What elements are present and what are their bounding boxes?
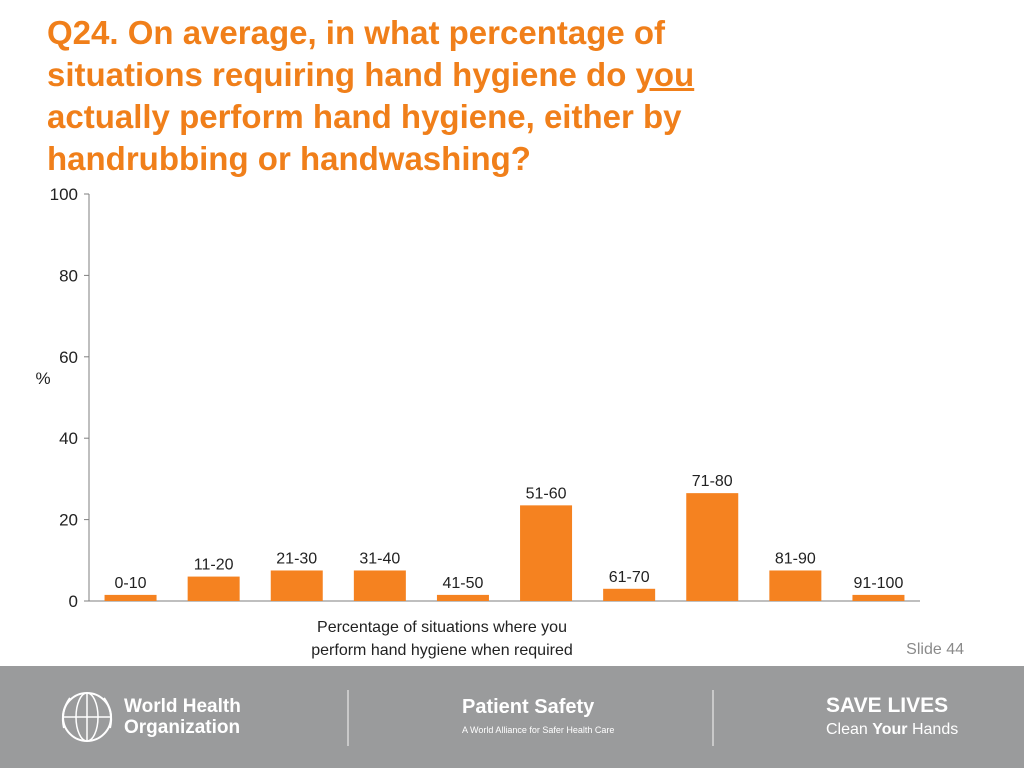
patient-safety-title: Patient Safety (462, 696, 595, 718)
bar (353, 570, 406, 601)
y-tick-label: 80 (59, 266, 78, 285)
footer-divider (347, 690, 349, 746)
bar-data-label: 61-70 (609, 569, 650, 586)
y-tick-label: 40 (59, 429, 78, 448)
bar (769, 570, 822, 601)
bar-data-label: 31-40 (359, 550, 400, 567)
title-line-2: situations requiring hand hygiene do you (47, 54, 947, 96)
who-name-line-2: Organization (124, 717, 241, 738)
y-tick-label: 100 (50, 185, 78, 204)
y-tick-label: 0 (69, 592, 78, 611)
title-line-1: Q24. On average, in what percentage of (47, 14, 666, 51)
bar-data-label: 51-60 (526, 485, 567, 502)
title-line-4: handrubbing or handwashing? (47, 140, 531, 177)
save-lives-sub-a: Clean (826, 721, 873, 738)
footer-divider (712, 690, 714, 746)
y-tick-label: 20 (59, 511, 78, 530)
y-axis-label: % (35, 369, 50, 388)
bar-data-label: 71-80 (692, 473, 733, 490)
who-name: World Health Organization (124, 696, 241, 738)
patient-safety-block: Patient Safety A World Alliance for Safe… (462, 696, 614, 735)
x-axis-label: perform hand hygiene when required (311, 642, 573, 659)
bar (520, 505, 573, 601)
x-axis-label: Percentage of situations where you (317, 619, 567, 636)
title-line-3: actually perform hand hygiene, either by (47, 98, 682, 135)
bar (104, 594, 157, 601)
bar (686, 493, 739, 601)
slide-number: Slide 44 (906, 641, 964, 658)
save-lives-sub-c: Hands (907, 721, 959, 738)
bar-data-label: 21-30 (276, 550, 317, 567)
who-emblem-icon (61, 692, 113, 742)
page-title: Q24. On average, in what percentage of s… (47, 12, 947, 180)
patient-safety-subtitle: A World Alliance for Safer Health Care (462, 725, 615, 735)
bar-data-label: 81-90 (775, 550, 816, 567)
bar-data-label: 41-50 (442, 575, 483, 592)
save-lives-title: SAVE LIVES (826, 694, 949, 717)
title-line-2-text: situations requiring hand hygiene do (47, 56, 636, 93)
bar (603, 588, 656, 601)
footer-banner: World Health Organization Patient Safety… (0, 666, 1024, 768)
save-lives-block: SAVE LIVES Clean Your Hands (826, 694, 958, 739)
bar (852, 594, 905, 601)
save-lives-sub-b: Your (872, 721, 908, 738)
bar-chart: 0 20 40 60 80 100% 0-10 11-20 21-30 31-40 41-50 51-… (35, 185, 920, 659)
save-lives-subtitle: Clean Your Hands (826, 721, 958, 739)
y-tick-label: 60 (59, 348, 78, 367)
bar-data-label: 91-100 (854, 575, 904, 592)
who-name-line-1: World Health (124, 696, 241, 717)
bar (270, 570, 323, 601)
who-logo-block: World Health Organization (58, 688, 241, 746)
bar (436, 594, 489, 601)
bar-data-label: 11-20 (194, 557, 234, 574)
bar (187, 576, 240, 601)
title-emphasis-you: you (635, 56, 695, 93)
bar-data-label: 0-10 (115, 575, 147, 592)
